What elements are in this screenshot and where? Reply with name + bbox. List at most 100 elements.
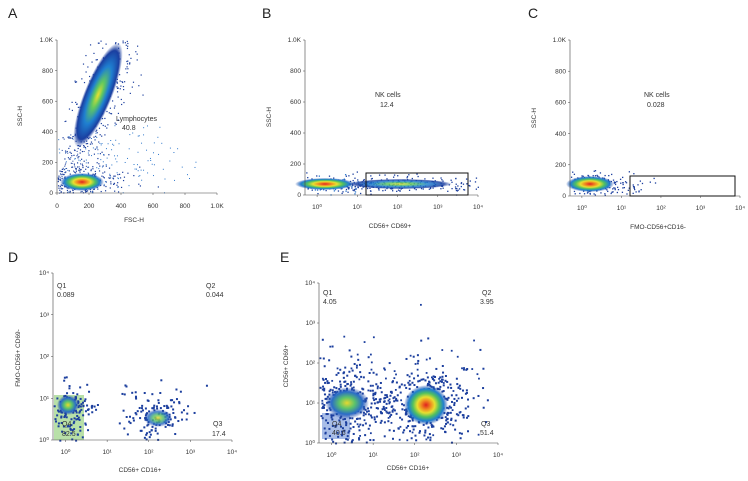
panel-a-event <box>85 168 87 170</box>
panel-b-event <box>469 180 471 182</box>
panel-a-event <box>129 92 131 94</box>
panel-a-event <box>73 163 75 165</box>
panel-e-event <box>427 436 430 439</box>
e-x-tick-label: 10³ <box>452 452 462 459</box>
panel-b-event <box>314 189 317 191</box>
panel-a-event <box>119 80 121 82</box>
panel-e-event <box>433 379 436 382</box>
panel-d-event <box>76 433 79 436</box>
panel-e-event <box>435 367 438 370</box>
panel-a-event <box>74 149 76 152</box>
panel-a-event <box>80 158 83 160</box>
panel-d-event <box>87 413 90 416</box>
panel-b-event <box>411 177 413 180</box>
panel-c-event <box>613 182 616 184</box>
panel-e-event <box>364 434 367 437</box>
panel-e-event <box>402 404 405 407</box>
panel-a-event <box>136 53 138 55</box>
panel-c-event <box>613 187 615 189</box>
panel-a-event <box>75 170 78 172</box>
panel-e-event <box>452 390 455 392</box>
a-y-tick-label: 400 <box>42 129 53 136</box>
a-x-tick-label: 600 <box>148 203 159 210</box>
panel-e-event <box>391 409 394 412</box>
panel-d-x-ticks: 10⁰ 10¹ 10² 10³ 10⁴ <box>61 440 237 456</box>
panel-c-event <box>614 187 616 189</box>
panel-e-event <box>422 423 425 426</box>
panel-d-event <box>56 397 59 400</box>
panel-a-event <box>59 176 61 178</box>
panel-e-event <box>373 399 376 402</box>
panel-b-event <box>450 179 452 181</box>
panel-e-event <box>370 402 373 405</box>
panel-e-event <box>359 371 362 374</box>
panel-e-event <box>377 401 380 404</box>
panel-c-x-ticks: 10⁰ 10¹ 10² 10³ 10⁴ <box>577 196 745 212</box>
panel-c-event <box>614 188 616 191</box>
panel-e-event <box>438 388 441 391</box>
panel-e-event <box>331 425 334 428</box>
panel-e-event <box>374 393 377 396</box>
d-x-tick-label: 10⁴ <box>227 449 237 456</box>
panel-e-event <box>321 338 324 341</box>
panel-a-event <box>118 143 120 145</box>
panel-a-event <box>67 156 69 158</box>
panel-e-event <box>323 387 326 390</box>
panel-a-event <box>85 143 87 145</box>
panel-d-event <box>171 423 174 426</box>
panel-d-event <box>75 411 78 414</box>
panel-e-event <box>329 345 332 348</box>
panel-d-q2-name: Q2 <box>206 283 215 290</box>
panel-d-event <box>84 423 87 426</box>
panel-d-event <box>177 420 180 423</box>
panel-a-event <box>89 143 92 145</box>
c-x-tick-label: 10⁰ <box>577 204 587 212</box>
panel-a-event <box>99 153 101 155</box>
panel-e-event <box>326 382 329 385</box>
panel-e-event <box>462 416 465 419</box>
panel-b-event <box>342 191 344 193</box>
panel-e-event <box>446 418 449 421</box>
panel-a-event <box>121 103 123 106</box>
panel-a-event <box>118 173 121 175</box>
panel-e-event <box>387 417 390 419</box>
panel-e-event <box>351 439 354 442</box>
panel-b-event <box>460 185 462 188</box>
panel-a-y-ticks: 0 200 400 600 800 1.0K <box>40 37 57 197</box>
panel-e-event <box>379 386 382 389</box>
panel-e-event <box>395 399 398 402</box>
panel-e-event <box>467 415 470 418</box>
panel-e-event <box>416 362 419 365</box>
panel-d-event <box>73 428 76 431</box>
panel-e-event <box>444 374 447 377</box>
panel-d-event <box>77 416 80 419</box>
panel-e-event <box>393 409 396 412</box>
panel-a-event <box>59 170 61 172</box>
panel-d-event <box>95 408 98 411</box>
panel-d-event <box>148 431 151 434</box>
panel-e-event <box>354 420 357 423</box>
panel-e-event <box>339 368 342 371</box>
panel-d-event <box>193 411 196 414</box>
panel-d-event <box>63 416 66 419</box>
panel-e-event <box>479 348 482 351</box>
e-y-tick-label: 10³ <box>306 320 316 327</box>
panel-d-event <box>139 429 142 432</box>
panel-a-event <box>106 110 108 113</box>
a-x-tick-label: 200 <box>84 203 95 210</box>
panel-c-event <box>583 193 586 195</box>
panel-d-event <box>145 432 148 435</box>
panel-a-event <box>126 47 129 50</box>
a-x-tick-label: 800 <box>180 203 191 210</box>
panel-c-event <box>632 192 634 195</box>
panel-e-event <box>461 367 463 370</box>
panel-a-event <box>69 158 71 160</box>
panel-a-event <box>147 160 149 162</box>
panel-e-q4-value: 40.6 <box>332 430 346 437</box>
panel-b-event <box>397 189 400 191</box>
panel-e-event <box>321 402 324 405</box>
panel-e-event <box>376 387 379 390</box>
panel-a-event <box>88 166 90 168</box>
panel-a-event <box>80 163 82 165</box>
panel-e-event <box>335 373 338 376</box>
